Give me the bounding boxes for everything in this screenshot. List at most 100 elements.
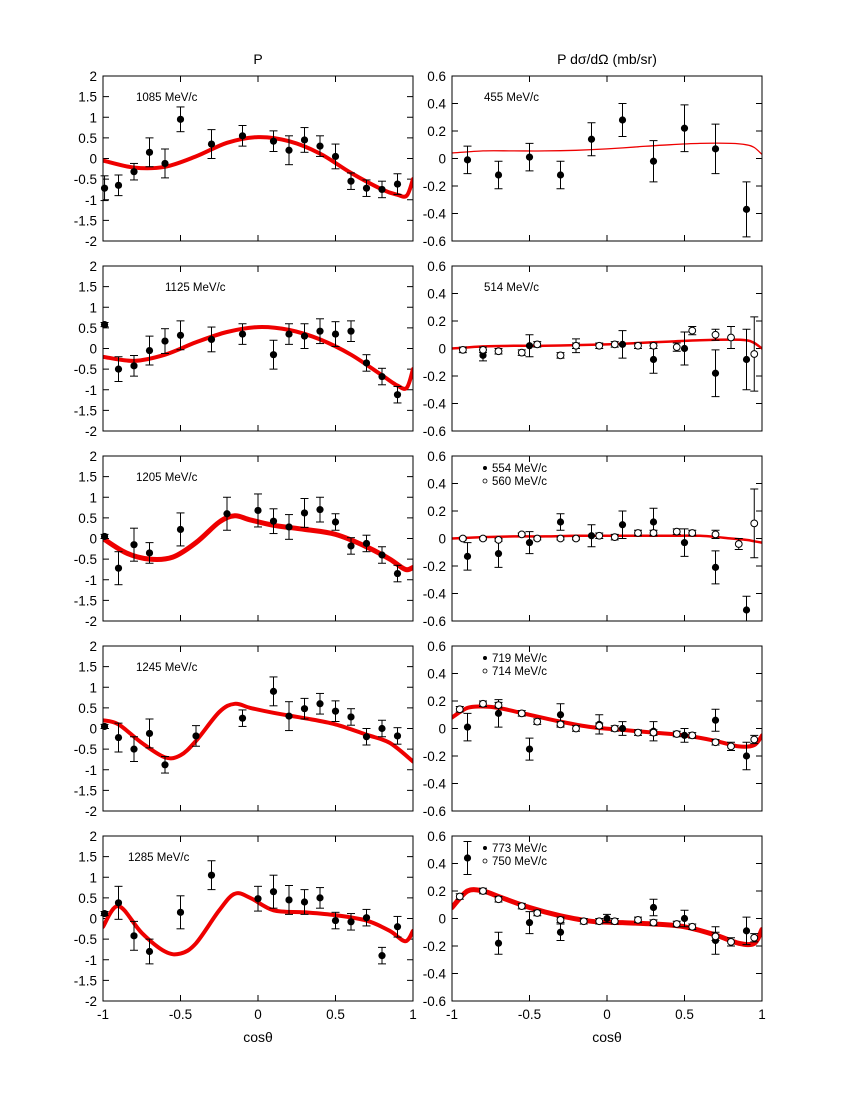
y-tick-label: 1.5 bbox=[78, 470, 97, 485]
legend-entry: 719 MeV/c bbox=[492, 653, 547, 665]
data-point-open bbox=[533, 717, 542, 726]
data-point-filled bbox=[378, 551, 386, 559]
data-point-filled bbox=[362, 359, 371, 367]
y-tick-label: -1.5 bbox=[74, 213, 97, 228]
data-point-filled bbox=[331, 152, 340, 161]
y-tick-label: 0.2 bbox=[427, 694, 446, 709]
data-point-filled bbox=[269, 137, 278, 145]
data-point-filled bbox=[362, 184, 371, 192]
y-tick-label: -1.5 bbox=[74, 973, 97, 988]
panel-left-3: -2 -1.5 -1 -0.5 0 0.5 1 1.5 2 1245 MeV/c bbox=[74, 639, 414, 819]
x-tick-label: -1 bbox=[446, 1007, 458, 1022]
data-point-filled bbox=[393, 732, 402, 740]
data-point-filled bbox=[285, 330, 293, 338]
data-point-open bbox=[479, 887, 487, 895]
y-tick-label: -1.5 bbox=[74, 593, 97, 608]
data-point-filled bbox=[479, 351, 487, 359]
left-x-axis-label: cosθ bbox=[243, 1029, 273, 1045]
data-point-filled bbox=[130, 168, 138, 176]
data-point-open bbox=[610, 533, 619, 542]
model-curve bbox=[452, 142, 762, 156]
data-point-open bbox=[572, 724, 580, 733]
y-tick-label: 0 bbox=[438, 532, 446, 547]
data-point-filled bbox=[525, 153, 534, 161]
legend-marker-open bbox=[482, 478, 488, 484]
data-point-filled bbox=[393, 391, 402, 399]
panel-energy-label: 1085 MeV/c bbox=[136, 92, 198, 104]
data-point-filled bbox=[680, 731, 689, 739]
data-point-open bbox=[727, 937, 735, 946]
data-point-filled bbox=[556, 711, 565, 719]
data-point-filled bbox=[114, 899, 123, 907]
y-tick-label: 0.6 bbox=[427, 259, 446, 274]
legend-entry: 773 MeV/c bbox=[492, 843, 547, 855]
data-point-open bbox=[750, 933, 759, 942]
y-tick-label: 0 bbox=[438, 722, 446, 737]
legend-marker-open bbox=[482, 668, 488, 674]
data-point-open bbox=[595, 721, 604, 730]
data-point-open bbox=[595, 341, 604, 350]
legend-entry: 714 MeV/c bbox=[492, 666, 547, 678]
data-point-filled bbox=[145, 549, 154, 557]
y-tick-label: -1 bbox=[85, 763, 97, 778]
data-point-open bbox=[688, 922, 697, 931]
y-tick-label: -1.5 bbox=[74, 403, 97, 418]
y-tick-label: 0.4 bbox=[427, 97, 446, 112]
data-point-filled bbox=[362, 914, 371, 922]
data-point-filled bbox=[238, 330, 247, 338]
data-point-filled bbox=[176, 908, 185, 916]
data-point-open bbox=[572, 341, 580, 350]
panel-left-0: -2 -1.5 -1 -0.5 0 0.5 1 1.5 2 1085 MeV/c bbox=[74, 69, 414, 249]
y-tick-label: 0 bbox=[89, 152, 97, 167]
data-point-filled bbox=[285, 896, 293, 904]
data-point-open bbox=[711, 738, 720, 747]
panel-right-4: -0.6 -0.4 -0.2 0 0.2 0.4 0.6 -1 -0.5 0 0.5 1 773 MeV… bbox=[423, 829, 766, 1022]
data-point-filled bbox=[285, 146, 293, 154]
data-point-filled bbox=[238, 132, 247, 140]
y-tick-label: -0.2 bbox=[423, 749, 446, 764]
x-tick-label: -0.5 bbox=[518, 1007, 541, 1022]
right-x-axis-label: cosθ bbox=[592, 1029, 622, 1045]
data-point-open bbox=[494, 535, 503, 544]
data-point-filled bbox=[378, 185, 386, 194]
y-tick-label: 2 bbox=[89, 69, 97, 84]
data-point-filled bbox=[494, 709, 503, 717]
data-point-filled bbox=[742, 927, 751, 935]
data-point-filled bbox=[269, 888, 278, 896]
data-point-filled bbox=[463, 854, 472, 862]
data-point-filled bbox=[300, 332, 309, 340]
y-tick-label: -1.5 bbox=[74, 783, 97, 798]
panel-energy-label: 1245 MeV/c bbox=[136, 662, 198, 674]
data-point-open bbox=[672, 730, 681, 738]
y-tick-label: -0.5 bbox=[74, 362, 97, 377]
data-point-filled bbox=[316, 700, 324, 708]
panel-left-2: -2 -1.5 -1 -0.5 0 0.5 1 1.5 2 1205 MeV/c bbox=[74, 449, 414, 629]
plot-frame bbox=[102, 265, 414, 432]
data-point-open bbox=[750, 735, 759, 744]
y-tick-label: -0.5 bbox=[74, 172, 97, 187]
data-point-filled bbox=[525, 919, 534, 927]
y-tick-label: 0 bbox=[89, 532, 97, 547]
data-point-filled bbox=[347, 327, 355, 335]
data-point-filled bbox=[649, 157, 658, 165]
data-point-filled bbox=[254, 506, 262, 515]
data-point-filled bbox=[463, 723, 472, 731]
data-point-open bbox=[649, 918, 658, 927]
data-point-filled bbox=[587, 135, 596, 143]
panel-right-0: -0.6 -0.4 -0.2 0 0.2 0.4 0.6 455 MeV/c bbox=[423, 69, 763, 249]
plot-frame bbox=[102, 455, 414, 622]
x-tick-label: 0.5 bbox=[675, 1007, 694, 1022]
data-point-filled bbox=[331, 330, 340, 338]
data-point-filled bbox=[130, 745, 138, 753]
data-point-open bbox=[517, 902, 526, 911]
data-point-filled bbox=[269, 517, 278, 525]
data-point-filled bbox=[603, 914, 611, 923]
y-tick-label: -2 bbox=[85, 424, 97, 439]
data-point-open bbox=[494, 895, 503, 904]
data-point-open bbox=[595, 531, 604, 540]
y-tick-label: 0.5 bbox=[78, 701, 97, 716]
data-point-filled bbox=[680, 539, 689, 547]
data-point-filled bbox=[269, 351, 278, 359]
data-point-filled bbox=[192, 732, 200, 740]
